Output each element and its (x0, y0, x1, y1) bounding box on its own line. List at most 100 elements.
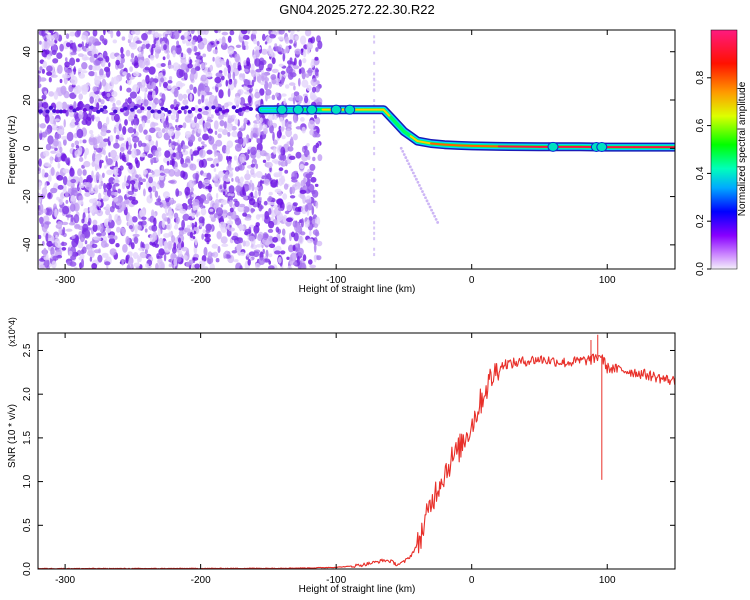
noise-blob (56, 52, 63, 59)
noise-blob (41, 68, 46, 74)
noise-blob (144, 228, 148, 233)
noise-blob (158, 248, 165, 256)
noise-blob (103, 165, 107, 169)
noise-blob (261, 75, 265, 82)
noise-line-blob (177, 109, 182, 114)
noise-blob (69, 57, 76, 66)
noise-blob (297, 235, 304, 245)
noise-blob (105, 182, 113, 190)
noise-blob (113, 183, 120, 187)
noise-blob (38, 122, 41, 128)
noise-blob (129, 91, 137, 99)
noise-blob (142, 33, 147, 41)
noise-trail (404, 156, 408, 159)
noise-blob (203, 246, 208, 257)
noise-blob (42, 215, 50, 223)
noise-trail (416, 180, 420, 184)
noise-blob (99, 223, 104, 233)
noise-blob (201, 184, 205, 188)
noise-blob (189, 93, 193, 102)
noise-blob (168, 263, 172, 268)
noise-blob (103, 138, 109, 142)
noise-blob (243, 60, 248, 66)
noise-blob (61, 221, 69, 226)
noise-blob (259, 117, 263, 124)
spectrogram-x-label: Height of straight line (km) (299, 284, 416, 295)
noise-blob (231, 250, 238, 254)
noise-blob (142, 40, 150, 45)
noise-blob (92, 219, 98, 226)
noise-blob (187, 198, 193, 206)
noise-blob (250, 168, 255, 175)
noise-blob (256, 138, 262, 144)
noise-blob (206, 193, 212, 202)
noise-blob (288, 30, 291, 33)
noise-blob (228, 227, 236, 232)
noise-blob (50, 74, 58, 78)
noise-blob (74, 266, 78, 269)
noise-blob (212, 176, 216, 181)
noise-blob (109, 135, 114, 142)
noise-blob (294, 57, 297, 66)
noise-trail (434, 217, 438, 221)
noise-blob (43, 256, 49, 261)
noise-blob (315, 142, 320, 148)
noise-blob (139, 209, 146, 218)
noise-blob (289, 57, 293, 63)
noise-blob (101, 91, 106, 97)
noise-blob (241, 40, 245, 51)
noise-trail (411, 171, 415, 175)
noise-blob (302, 254, 307, 262)
noise-blob (65, 69, 73, 74)
noise-blob (74, 140, 80, 146)
noise-blob (105, 203, 110, 211)
noise-blob (180, 63, 188, 71)
noise-blob (131, 216, 138, 223)
noise-blob (187, 205, 192, 210)
noise-blob (285, 45, 289, 54)
noise-blob (252, 251, 260, 258)
noise-blob (227, 124, 233, 132)
noise-blob (220, 189, 227, 193)
noise-blob (176, 130, 181, 137)
noise-blob (190, 187, 194, 193)
noise-blob (221, 36, 226, 46)
noise-blob (154, 243, 159, 248)
noise-blob (298, 68, 302, 75)
noise-blob (88, 36, 96, 44)
noise-blob (308, 37, 313, 44)
noise-blob (164, 206, 168, 214)
noise-blob (141, 142, 147, 147)
noise-blob (281, 135, 286, 140)
noise-blob (93, 144, 99, 148)
noise-blob (219, 185, 223, 190)
noise-blob (166, 212, 169, 216)
noise-blob (84, 240, 88, 245)
noise-blob (178, 93, 184, 101)
noise-blob (119, 201, 127, 211)
noise-blob (258, 187, 261, 197)
ridge-bulge (292, 104, 304, 115)
noise-blob (130, 263, 134, 269)
noise-blob (250, 146, 257, 156)
noise-blob (231, 177, 234, 182)
noise-blob (126, 87, 132, 93)
noise-blob (265, 95, 271, 99)
noise-blob (258, 257, 266, 265)
noise-blob (84, 216, 88, 224)
noise-blob (271, 79, 277, 84)
noise-blob (316, 101, 323, 106)
noise-blob (166, 53, 170, 60)
noise-line-blob (140, 106, 145, 111)
noise-blob (121, 152, 125, 162)
noise-blob (230, 64, 234, 73)
noise-blob (101, 38, 108, 45)
noise-blob (54, 208, 58, 218)
ridge-bulge (306, 104, 318, 115)
noise-line-blob (75, 106, 81, 111)
noise-blob (202, 53, 207, 58)
noise-blob (288, 244, 294, 253)
noise-blob (315, 255, 322, 261)
noise-blob (172, 62, 180, 72)
noise-blob (70, 195, 76, 202)
